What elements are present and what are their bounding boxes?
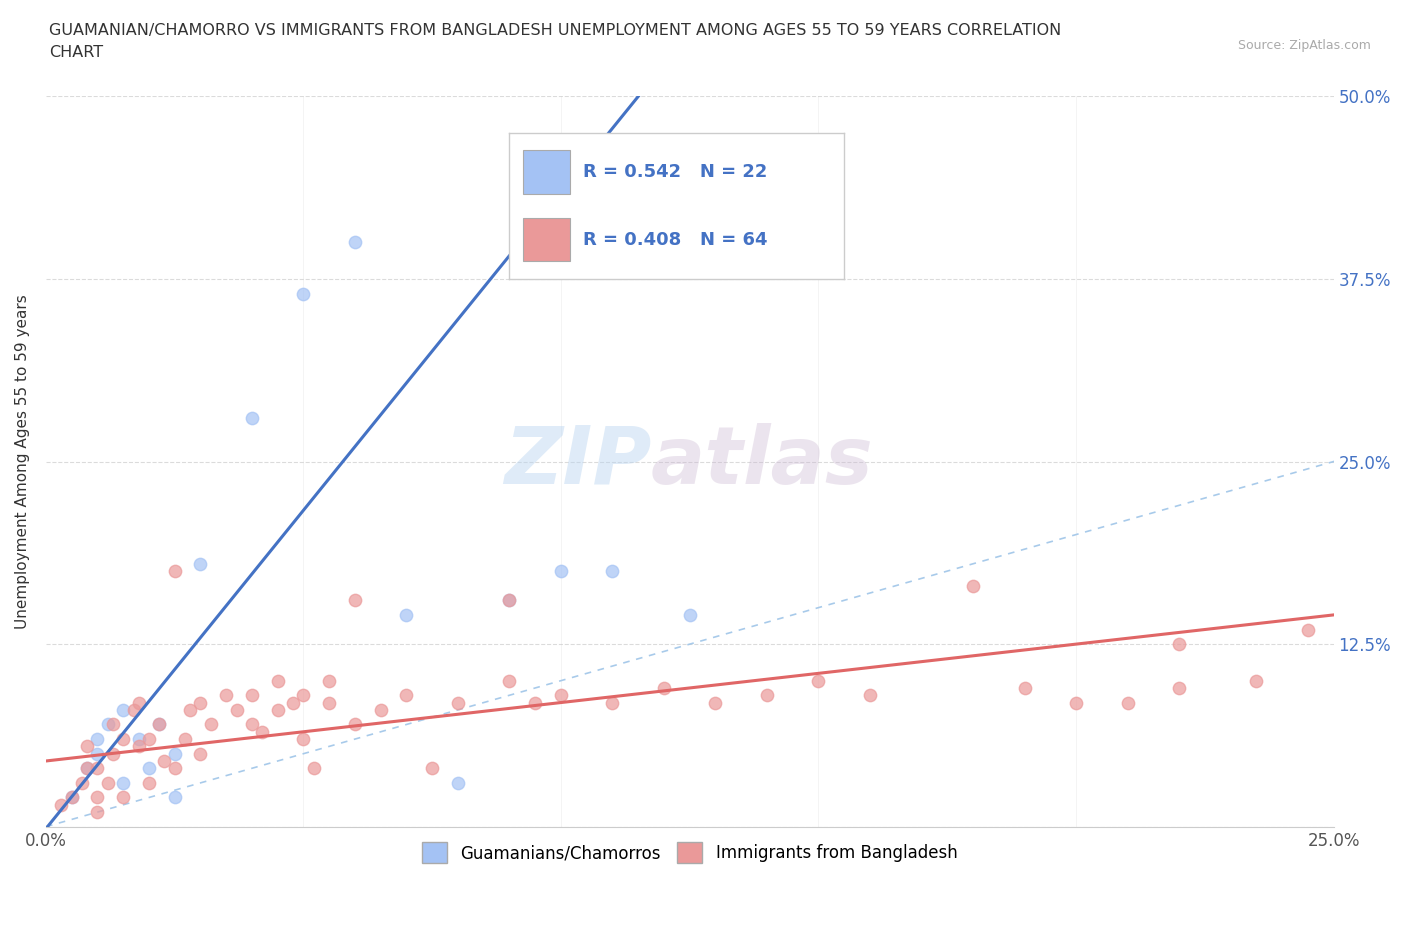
Point [240,717,263,732]
Point [498,592,520,607]
Point [807,673,830,688]
Point [128,732,150,747]
Point [498,673,520,688]
Point [51,797,73,812]
Point [602,695,624,710]
Legend: Guamanians/Chamorros, Immigrants from Bangladesh: Guamanians/Chamorros, Immigrants from Ba… [415,836,965,870]
Point [704,695,727,710]
Point [550,688,572,703]
Point [101,717,124,732]
Point [1064,695,1087,710]
Point [122,702,145,717]
Point [395,688,418,703]
Point [138,732,160,747]
Point [343,235,366,250]
Point [267,673,290,688]
Point [148,717,170,732]
Point [163,761,186,776]
Point [1296,622,1319,637]
Point [370,702,392,717]
Text: ZIP: ZIP [503,422,651,500]
Point [395,607,418,622]
Point [1246,673,1268,688]
Point [756,688,779,703]
Point [148,717,170,732]
Point [200,717,222,732]
Point [128,695,150,710]
Point [97,717,120,732]
Point [679,607,702,622]
Point [318,695,340,710]
Point [86,804,108,819]
Point [76,761,98,776]
Point [174,732,197,747]
Point [302,761,325,776]
Point [1168,637,1191,652]
Point [215,688,238,703]
Point [252,724,274,739]
Point [138,761,160,776]
Text: Source: ZipAtlas.com: Source: ZipAtlas.com [1237,39,1371,52]
Text: atlas: atlas [651,422,875,500]
Point [524,695,547,710]
Point [76,761,98,776]
Point [602,564,624,578]
Point [112,790,135,805]
Point [240,410,263,425]
Point [283,695,305,710]
Text: CHART: CHART [49,45,103,60]
Point [112,702,135,717]
Point [76,739,98,754]
Point [343,717,366,732]
Point [86,732,108,747]
Point [1168,681,1191,696]
Point [550,564,572,578]
Point [267,702,290,717]
Point [652,681,675,696]
Point [240,688,263,703]
Point [420,761,443,776]
Point [97,776,120,790]
Point [138,776,160,790]
Point [112,732,135,747]
Point [225,702,247,717]
Y-axis label: Unemployment Among Ages 55 to 59 years: Unemployment Among Ages 55 to 59 years [15,294,30,629]
Point [86,790,108,805]
Point [859,688,882,703]
Point [163,564,186,578]
Point [962,578,984,593]
Point [101,746,124,761]
Point [1116,695,1139,710]
Point [292,688,315,703]
Point [179,702,201,717]
Point [163,746,186,761]
Point [86,746,108,761]
Text: GUAMANIAN/CHAMORRO VS IMMIGRANTS FROM BANGLADESH UNEMPLOYMENT AMONG AGES 55 TO 5: GUAMANIAN/CHAMORRO VS IMMIGRANTS FROM BA… [49,23,1062,38]
Point [60,790,83,805]
Point [318,673,340,688]
Point [498,592,520,607]
Point [70,776,93,790]
Point [190,556,212,571]
Point [292,732,315,747]
Point [60,790,83,805]
Point [343,592,366,607]
Point [1014,681,1036,696]
Point [86,761,108,776]
Point [292,286,315,301]
Point [112,776,135,790]
Point [163,790,186,805]
Point [447,776,470,790]
Point [190,695,212,710]
Point [447,695,470,710]
Point [153,753,176,768]
Point [190,746,212,761]
Point [128,739,150,754]
